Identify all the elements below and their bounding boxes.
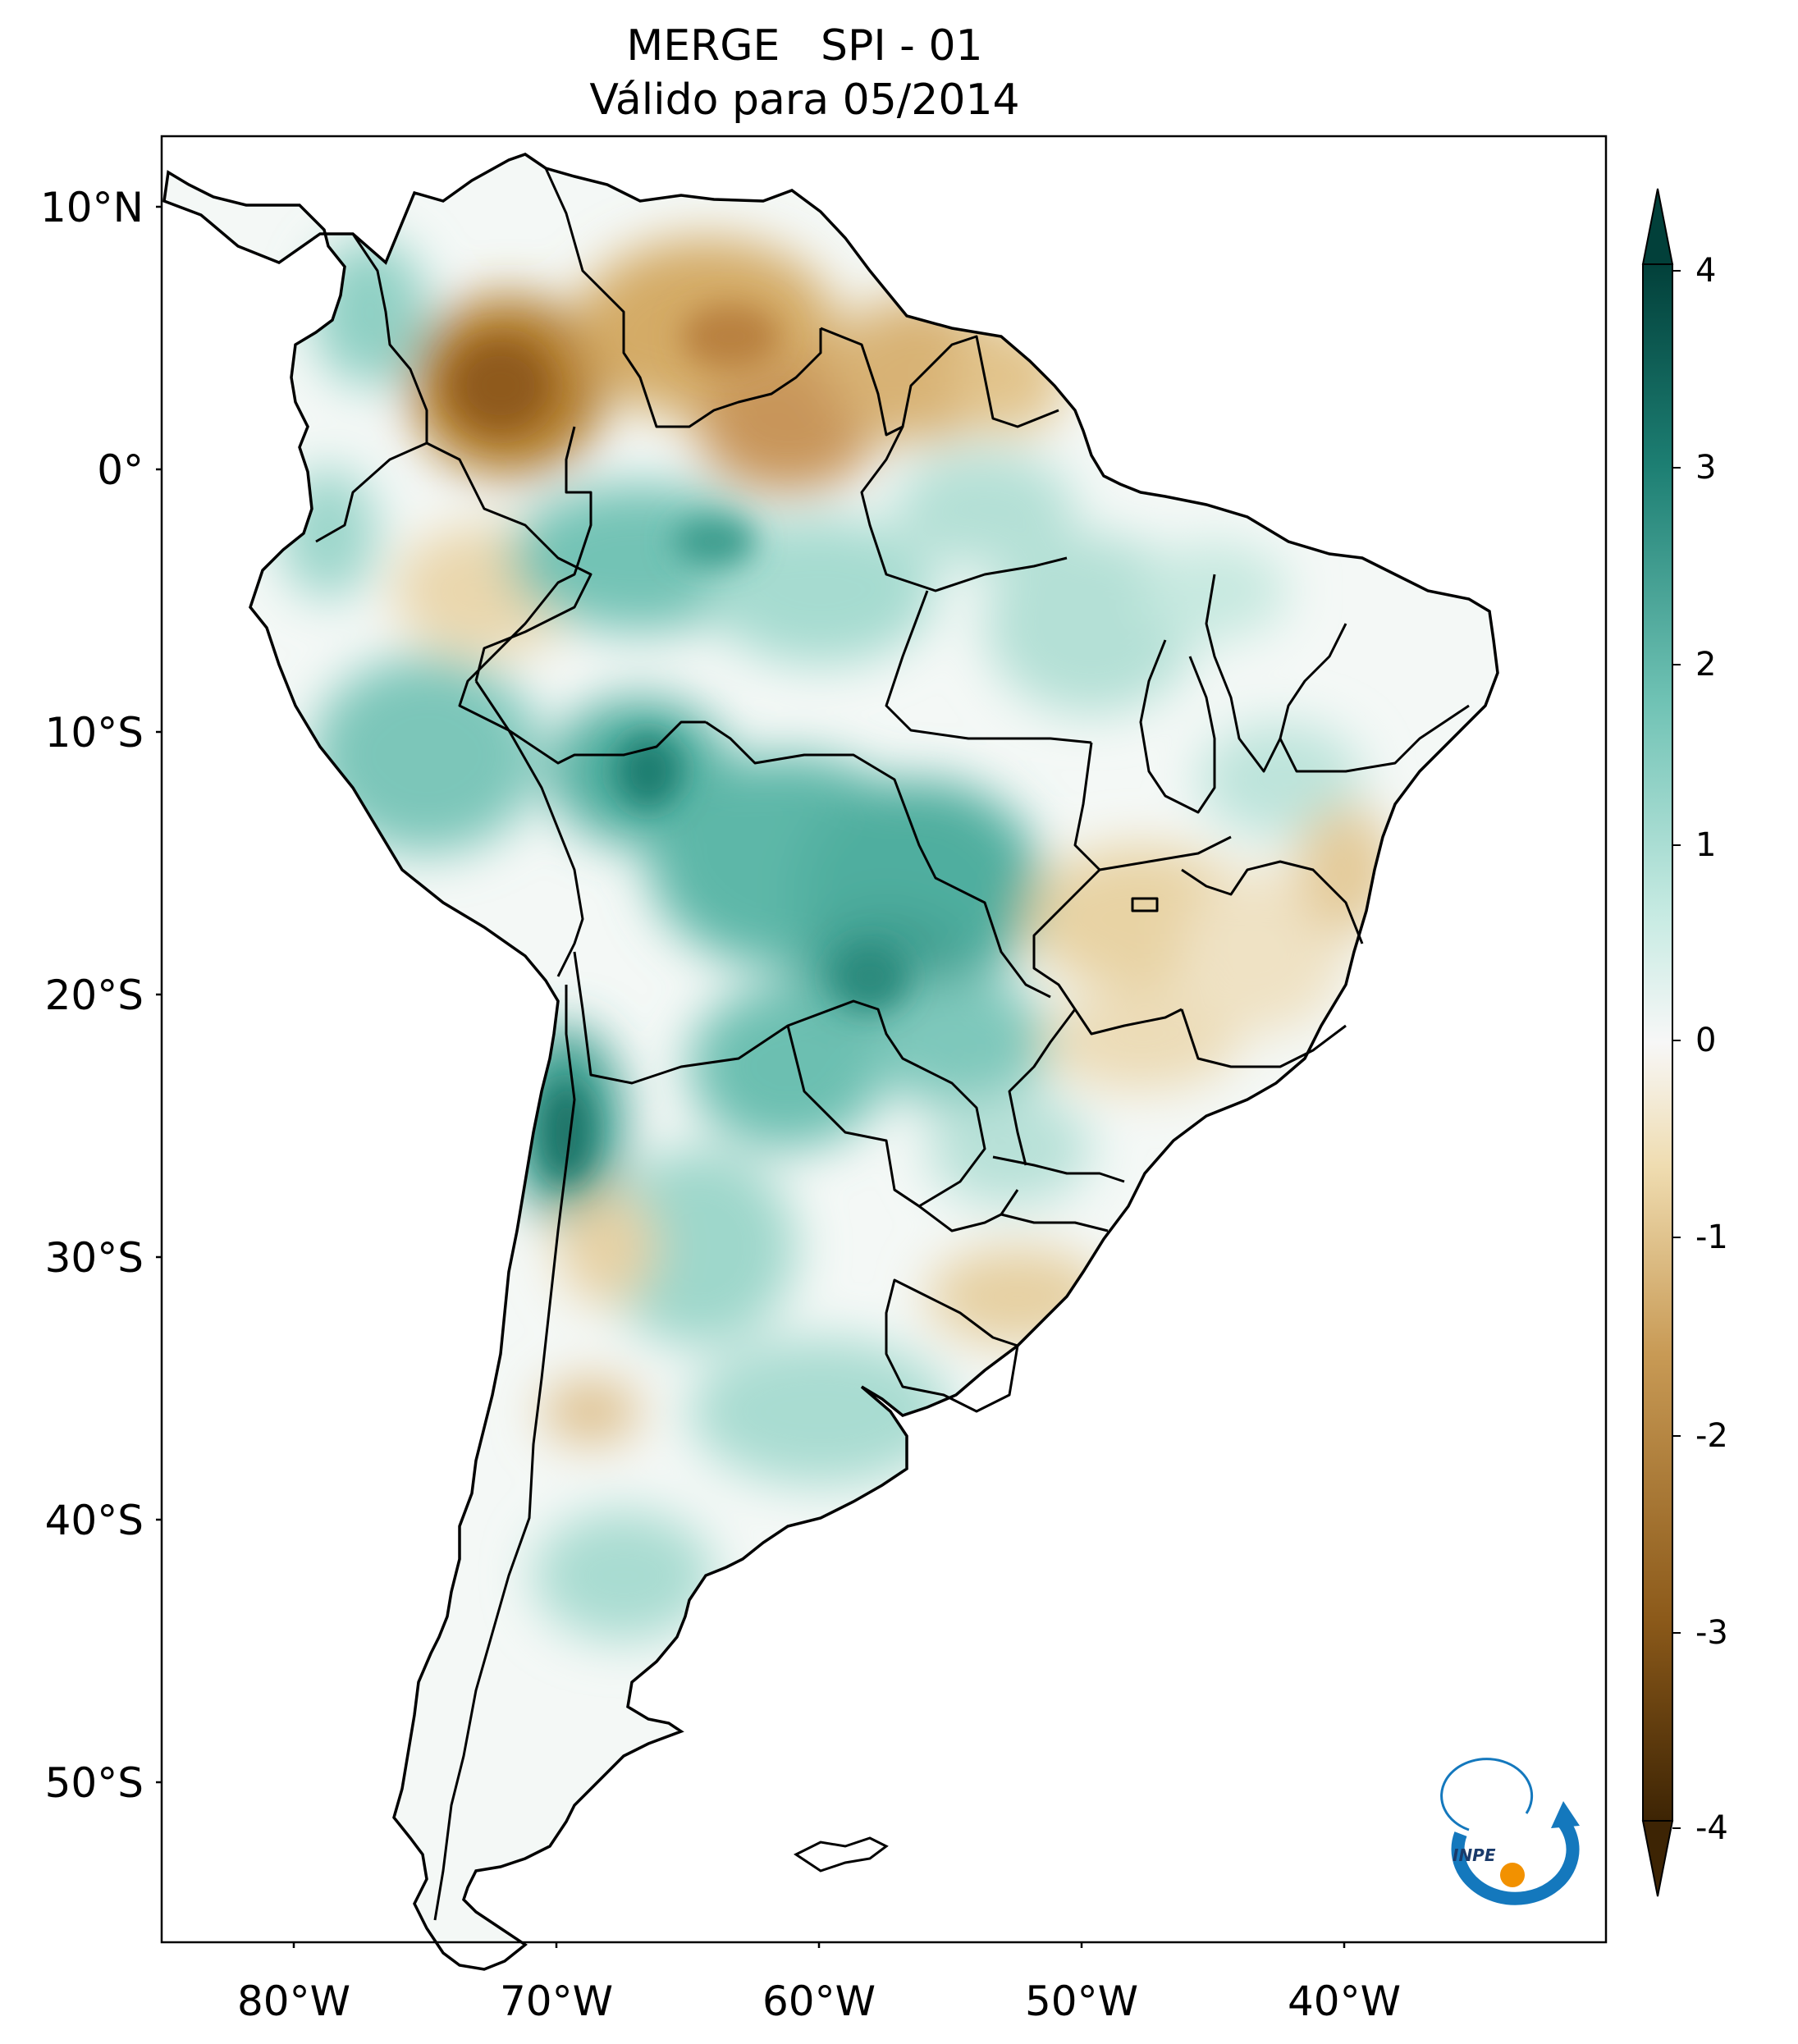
border-tocantins-maranhao [1139,639,1216,814]
colorbar-label-neg4: -4 [1695,1809,1728,1847]
border-santa-catarina [1000,1213,1109,1232]
extreme-wet-acre [615,734,681,808]
logo-text: INPE [1453,1845,1496,1865]
border-brazil-northwest [458,426,706,765]
lat-label-10n: 10°N [39,184,144,231]
extreme-dry-venezuela [681,304,780,369]
lon-label-60w: 60°W [762,1978,876,2025]
figure-subtitle: Válido para 05/2014 [589,75,1020,125]
wet-argentina-north [599,1149,796,1346]
logo-orbit [1440,1758,1534,1831]
border-para-south [885,590,1092,744]
lat-label-0: 0° [97,446,144,494]
border-pernambuco [1279,704,1470,773]
wet-parana [927,1091,1091,1206]
border-uruguay [885,1278,1019,1413]
border-minas-south [1180,1008,1347,1068]
wet-para [894,451,1075,566]
border-guianas [820,327,1059,437]
border-chile-argentina [433,985,576,1921]
border-bolivia-argentina [573,951,920,1085]
extreme-dry-colombia [451,341,550,431]
border-colombia-peru [426,441,592,682]
lon-label-80w: 80°W [236,1978,351,2025]
extreme-wet-amazon [673,517,755,566]
border-brazil-bolivia [705,720,1051,999]
extreme-wet-atacama [542,1083,591,1182]
lat-label-10s: 10°S [44,709,144,757]
spi-extremes [451,304,907,1182]
colorbar-label-1: 1 [1695,826,1717,864]
falkland-islands [794,1836,889,1873]
dry-sao-paulo [1042,993,1239,1091]
lon-label-70w: 70°W [499,1978,614,2025]
border-amazonas-para [860,426,1068,592]
wet-piaui [1141,542,1288,640]
inpe-logo: INPE [1440,1758,1580,1905]
border-minas [1181,860,1364,944]
colorbar-gradient [1642,263,1673,1822]
lat-label-30s: 30°S [44,1234,144,1282]
dry-mendoza [542,1379,640,1444]
colorbar-label-neg3: -3 [1695,1614,1728,1652]
wet-patagonia [533,1510,714,1641]
lon-label-40w: 40°W [1287,1978,1402,2025]
wet-bahia [1198,722,1362,837]
border-argentina-brazil [894,1188,1019,1232]
wet-amazonas-east [706,517,936,665]
colorbar [1641,188,1681,1897]
axis-ticks [156,205,1346,1948]
colorbar-extend-max [1641,188,1674,265]
logo-arc [1451,1813,1580,1905]
border-sao-paulo [1008,1008,1077,1166]
lon-label-50w: 50°W [1024,1978,1139,2025]
lat-label-20s: 20°S [44,972,144,1019]
lat-label-40s: 40°S [44,1497,144,1544]
colorbar-extend-min [1641,1820,1674,1897]
colorbar-label-4: 4 [1695,252,1717,290]
lat-label-50s: 50°S [44,1759,144,1807]
logo-dot [1500,1863,1525,1887]
borders [315,167,1470,1921]
figure-title: MERGE SPI - 01 [626,21,983,71]
border-colombia-ecuador [315,233,428,543]
colorbar-label-0: 0 [1695,1022,1717,1059]
extreme-wet-pantanal [833,944,907,1009]
plot-frame [160,135,1608,1944]
border-venezuela [544,167,822,428]
colorbar-label-neg1: -1 [1695,1219,1728,1256]
dry-cordoba [558,1190,657,1305]
dry-minas [1182,870,1346,1034]
border-goias [1032,868,1183,1036]
border-parana [992,1155,1125,1183]
border-federal-district [1131,897,1159,912]
wet-paraguay [689,985,886,1149]
border-peru-bolivia [474,680,584,977]
border-piaui [1205,574,1347,773]
wet-ms [870,976,1050,1108]
colorbar-label-3: 3 [1695,449,1717,487]
dry-roraima [698,361,878,492]
wet-argentina-central [689,1338,952,1485]
colorbar-label-neg2: -2 [1695,1417,1728,1455]
logo-arrow [1551,1801,1580,1828]
wet-peru [312,656,542,853]
colorbar-label-2: 2 [1695,646,1717,684]
